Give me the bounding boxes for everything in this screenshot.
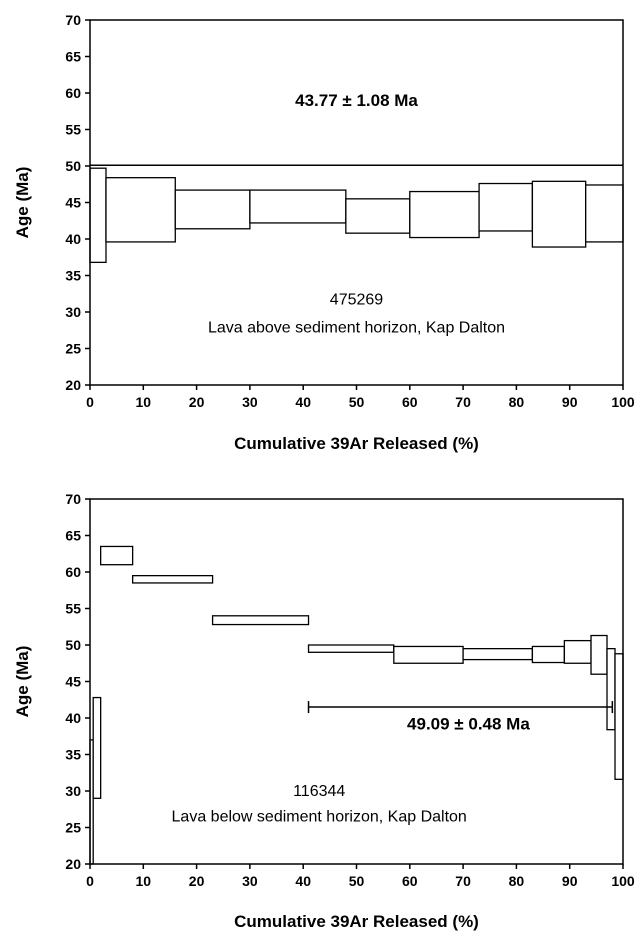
sample-description: Lava below sediment horizon, Kap Dalton — [172, 809, 467, 826]
step-box-8 — [462, 648, 534, 661]
x-tick-label: 90 — [562, 394, 578, 410]
x-tick-label: 0 — [86, 873, 94, 889]
x-axis-label: Cumulative 39Ar Released (%) — [234, 912, 479, 931]
step-box-2 — [92, 696, 102, 799]
y-tick-label: 30 — [65, 783, 81, 799]
y-tick-label: 65 — [65, 49, 81, 65]
y-tick-label: 60 — [65, 564, 81, 580]
step-box-5 — [345, 198, 411, 234]
y-tick-label: 70 — [65, 12, 81, 28]
step-boxes — [89, 545, 624, 865]
sample-id: 475269 — [330, 292, 383, 309]
x-tick-label: 40 — [295, 394, 311, 410]
y-tick-label: 20 — [65, 856, 81, 872]
x-tick-label: 20 — [189, 394, 205, 410]
x-tick-label: 40 — [295, 873, 311, 889]
step-box-5 — [211, 615, 310, 626]
y-ticks: 20 25 30 35 40 45 50 55 60 65 70 — [65, 491, 90, 872]
x-ticks: 0 10 20 30 40 50 60 70 80 90 100 — [86, 385, 635, 410]
x-tick-label: 70 — [455, 394, 471, 410]
step-box-7 — [478, 182, 534, 232]
y-tick-label: 50 — [65, 637, 81, 653]
step-box-6 — [409, 190, 480, 239]
x-tick-label: 80 — [509, 394, 525, 410]
step-box-9 — [585, 184, 624, 243]
x-tick-label: 0 — [86, 394, 94, 410]
y-tick-label: 25 — [65, 820, 81, 836]
x-tick-label: 20 — [189, 873, 205, 889]
step-box-6 — [307, 644, 395, 653]
sample-description: Lava above sediment horizon, Kap Dalton — [208, 319, 505, 336]
step-box-3 — [174, 189, 251, 230]
y-tick-label: 55 — [65, 601, 81, 617]
step-box-11 — [590, 634, 608, 675]
y-ticks: 20 25 30 35 40 45 50 55 60 65 70 — [65, 12, 90, 393]
x-ticks: 0 10 20 30 40 50 60 70 80 90 100 — [86, 864, 635, 889]
y-tick-label: 70 — [65, 491, 81, 507]
x-tick-label: 70 — [455, 873, 471, 889]
x-tick-label: 10 — [136, 394, 152, 410]
x-axis-label: Cumulative 39Ar Released (%) — [234, 434, 479, 453]
x-tick-label: 50 — [349, 394, 365, 410]
y-tick-label: 55 — [65, 122, 81, 138]
plateau-age-label: 49.09 ± 0.48 Ma — [407, 715, 530, 734]
step-box-13 — [614, 653, 624, 780]
y-tick-label: 40 — [65, 231, 81, 247]
y-tick-label: 45 — [65, 674, 81, 690]
step-box-9 — [531, 645, 566, 664]
step-box-10 — [563, 639, 592, 664]
x-tick-label: 60 — [402, 873, 418, 889]
y-tick-label: 40 — [65, 710, 81, 726]
y-tick-label: 45 — [65, 195, 81, 211]
chart-bottom: 20 25 30 35 40 45 50 55 60 65 70 0 10 20 30 40 50 60 70 80… — [13, 491, 635, 931]
y-tick-label: 50 — [65, 158, 81, 174]
x-tick-label: 30 — [242, 873, 258, 889]
y-tick-label: 65 — [65, 528, 81, 544]
step-box-4 — [131, 575, 214, 584]
step-box-4 — [249, 189, 347, 224]
chart-top: 20 25 30 35 40 45 50 55 60 65 70 0 10 20 30 40 50 60 70 80… — [13, 12, 635, 453]
step-box-12 — [606, 648, 616, 731]
y-axis-label: Age (Ma) — [13, 167, 32, 239]
y-tick-label: 30 — [65, 304, 81, 320]
plateau-marker — [307, 701, 614, 714]
y-tick-label: 60 — [65, 85, 81, 101]
plateau-age-label: 43.77 ± 1.08 Ma — [295, 91, 418, 110]
x-tick-label: 80 — [509, 873, 525, 889]
x-tick-label: 30 — [242, 394, 258, 410]
x-tick-label: 60 — [402, 394, 418, 410]
step-box-3 — [100, 545, 134, 566]
x-tick-label: 50 — [349, 873, 365, 889]
x-tick-label: 100 — [611, 873, 635, 889]
step-box-1 — [89, 167, 107, 264]
x-tick-label: 10 — [136, 873, 152, 889]
y-tick-label: 25 — [65, 341, 81, 357]
step-boxes — [89, 167, 624, 264]
y-tick-label: 35 — [65, 747, 81, 763]
x-tick-label: 100 — [611, 394, 635, 410]
step-box-7 — [393, 645, 464, 664]
y-tick-label: 35 — [65, 268, 81, 284]
x-tick-label: 90 — [562, 873, 578, 889]
step-box-2 — [105, 177, 176, 243]
step-box-8 — [531, 180, 587, 248]
sample-id: 116344 — [293, 783, 345, 800]
y-tick-label: 20 — [65, 377, 81, 393]
y-axis-label: Age (Ma) — [13, 646, 32, 718]
